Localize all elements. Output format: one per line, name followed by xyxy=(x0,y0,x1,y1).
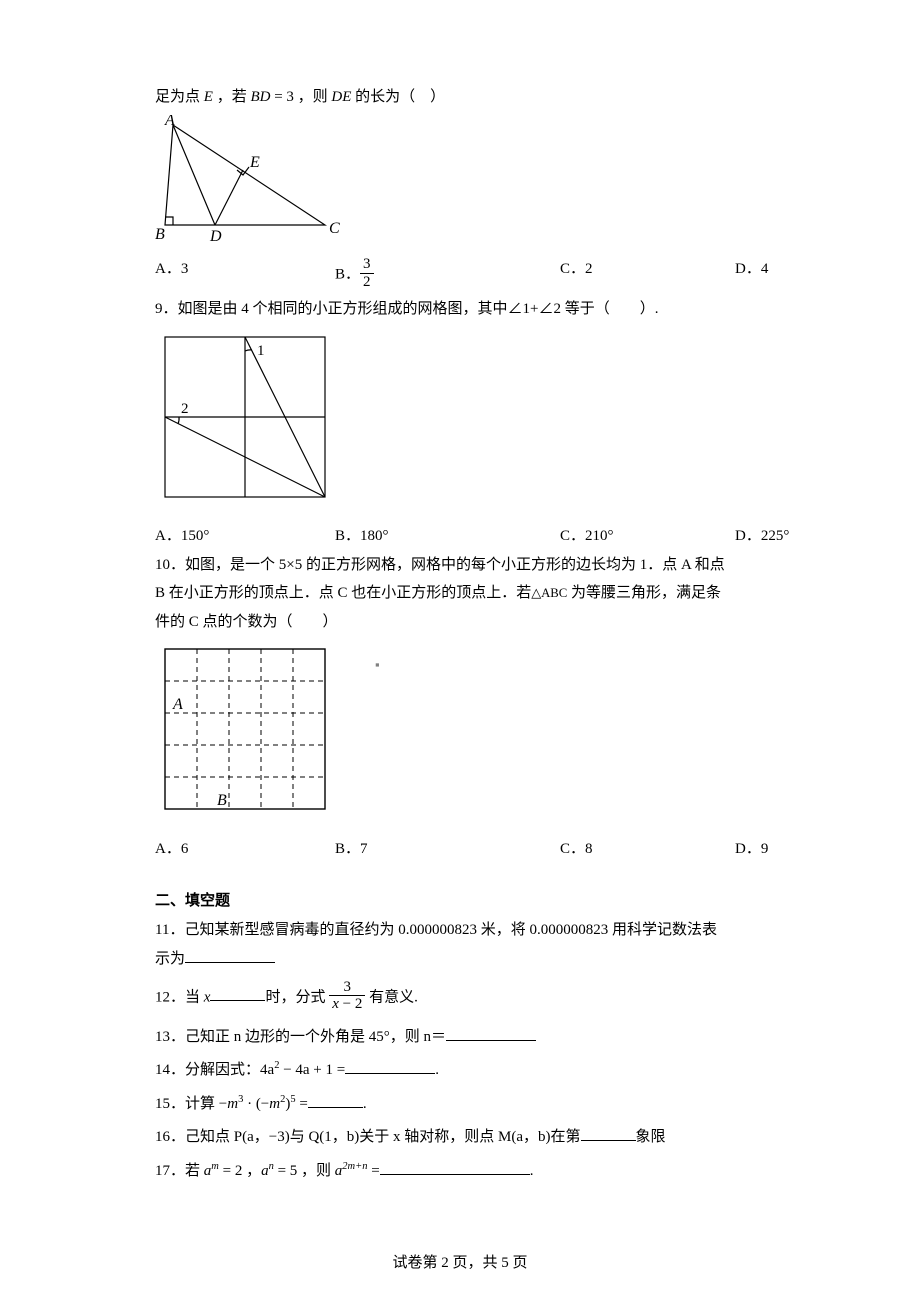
q14-blank xyxy=(345,1058,435,1074)
q15-open: (− xyxy=(256,1096,269,1112)
q9-figure: 1 2 xyxy=(155,327,770,520)
grid-label-A: A xyxy=(172,696,183,713)
q11-l1: 11．己知某新型感冒病毒的直径约为 0.000000823 米，将 0.0000… xyxy=(155,919,770,942)
angle1-label: 1 xyxy=(257,343,265,359)
q17-exp3: 2m+n xyxy=(342,1161,367,1172)
q17-eq3: = xyxy=(367,1163,379,1179)
q10-opt-b: B．7 xyxy=(335,838,560,861)
q17-eq2: = 5 ，则 xyxy=(274,1163,335,1179)
q16-post: 象限 xyxy=(636,1129,666,1145)
q11-l2-text: 示为 xyxy=(155,951,185,967)
q13-blank xyxy=(446,1025,536,1041)
q15-m2: m xyxy=(269,1096,280,1112)
q12-post: 有意义. xyxy=(369,989,418,1005)
q14: 14．分解因式：4a2 − 4a + 1 =. xyxy=(155,1058,770,1082)
q13-text: 13．己知正 n 边形的一个外角是 45°，则 n＝ xyxy=(155,1029,446,1045)
q8-opt-a: A．3 xyxy=(155,258,335,292)
q8-stem-text: 足为点 E ，若 BD = 3 ，则 DE 的长为（ ） xyxy=(155,89,445,105)
q17-blank xyxy=(380,1159,530,1175)
q10-opt-c: C．8 xyxy=(560,838,735,861)
angle2-label: 2 xyxy=(181,401,189,417)
q10-figure: A B xyxy=(155,639,770,832)
q14-mid: − 4a + 1 = xyxy=(279,1062,345,1078)
q8-opt-b: B．32 xyxy=(335,258,560,292)
label-A: A xyxy=(164,115,175,129)
q10-stem-l1-text: 10．如图，是一个 5×5 的正方形网格，网格中的每个小正方形的边长均为 1．点… xyxy=(155,557,725,573)
q15: 15．计算 −m3 · (−m2)5 =. xyxy=(155,1092,770,1116)
q10-stem-l2: B 在小正方形的顶点上．点 C 也在小正方形的顶点上．若△ABC 为等腰三角形，… xyxy=(155,582,770,605)
q9-opt-b: B．180° xyxy=(335,525,560,548)
q8-frac-num: 3 xyxy=(360,256,374,274)
q8-figure: A B C D E xyxy=(155,115,770,253)
q10-opt-a: A．6 xyxy=(155,838,335,861)
q17-a2: a xyxy=(261,1163,269,1179)
q12-blank xyxy=(210,985,265,1001)
q16-text: 16．己知点 P(a，−3)与 Q(1，b)关于 x 轴对称，则点 M(a，b)… xyxy=(155,1129,581,1145)
q9-stem: 9．如图是由 4 个相同的小正方形组成的网格图，其中∠1+∠2 等于（ ）. xyxy=(155,298,770,321)
q10-stem-l1: 10．如图，是一个 5×5 的正方形网格，网格中的每个小正方形的边长均为 1．点… xyxy=(155,554,770,577)
q10-l2-post: 为等腰三角形，满足条 xyxy=(567,585,721,601)
q10-l2-pre: B 在小正方形的顶点上．点 C 也在小正方形的顶点上．若 xyxy=(155,585,531,601)
q17-m: m xyxy=(211,1161,219,1172)
q15-m1: m xyxy=(227,1096,238,1112)
q9-opt-a: A．150° xyxy=(155,525,335,548)
q10-stem-l3: 件的 C 点的个数为（ ） xyxy=(155,611,770,634)
section2-title: 二、填空题 xyxy=(155,890,770,913)
label-C: C xyxy=(329,220,340,237)
q17-post: . xyxy=(530,1163,534,1179)
q14-post: . xyxy=(435,1062,439,1078)
q16: 16．己知点 P(a，−3)与 Q(1，b)关于 x 轴对称，则点 M(a，b)… xyxy=(155,1125,770,1149)
q17-pre: 17．若 xyxy=(155,1163,204,1179)
q13: 13．己知正 n 边形的一个外角是 45°，则 n＝ xyxy=(155,1025,770,1049)
q15-blank xyxy=(308,1092,363,1108)
q12-var: x xyxy=(204,989,211,1005)
q10-l2-tri: △ABC xyxy=(531,586,567,600)
q16-blank xyxy=(581,1125,636,1141)
q11-l2: 示为 xyxy=(155,947,770,971)
label-B: B xyxy=(155,226,165,243)
side-marker-icon: ▪ xyxy=(375,655,380,675)
q12-pre: 12．当 xyxy=(155,989,204,1005)
grid-label-B: B xyxy=(217,792,227,809)
q12-num: 3 xyxy=(329,979,365,997)
q12: 12．当 x时，分式 3x − 2 有意义. xyxy=(155,981,770,1015)
q12-den-rest: − 2 xyxy=(339,996,362,1012)
q14-pre: 14．分解因式： xyxy=(155,1062,260,1078)
label-D: D xyxy=(209,228,222,245)
q9-options: A．150° B．180° C．210° D．225° xyxy=(155,525,770,548)
q17: 17．若 am = 2 ，an = 5 ，则 a2m+n =. xyxy=(155,1159,770,1183)
q15-post: . xyxy=(363,1096,367,1112)
q8-stem: 足为点 E ，若 BD = 3 ，则 DE 的长为（ ） xyxy=(155,86,770,109)
q12-mid: 时，分式 xyxy=(265,989,325,1005)
q9-opt-d: D．225° xyxy=(735,525,789,548)
q10-opt-d: D．9 xyxy=(735,838,768,861)
q12-den-x: x xyxy=(332,996,339,1012)
q8-opt-c: C．2 xyxy=(560,258,735,292)
q14-expr: 4a xyxy=(260,1062,274,1078)
q8-frac-den: 2 xyxy=(360,274,374,291)
q15-eq: = xyxy=(296,1096,308,1112)
q15-pre: 15．计算 − xyxy=(155,1096,227,1112)
q8-opt-b-prefix: B． xyxy=(335,266,360,282)
q8-opt-d: D．4 xyxy=(735,258,768,292)
exam-page: 足为点 E ，若 BD = 3 ，则 DE 的长为（ ） A B C D E A… xyxy=(0,0,920,1302)
q8-options: A．3 B．32 C．2 D．4 xyxy=(155,258,770,292)
q9-opt-c: C．210° xyxy=(560,525,735,548)
page-footer: 试卷第 2 页，共 5 页 xyxy=(0,1252,920,1275)
q15-dot: · xyxy=(243,1096,256,1112)
label-E: E xyxy=(249,154,260,171)
q10-options: A．6 B．7 C．8 D．9 xyxy=(155,838,770,861)
q17-eq1: = 2 ， xyxy=(219,1163,261,1179)
q11-blank xyxy=(185,947,275,963)
